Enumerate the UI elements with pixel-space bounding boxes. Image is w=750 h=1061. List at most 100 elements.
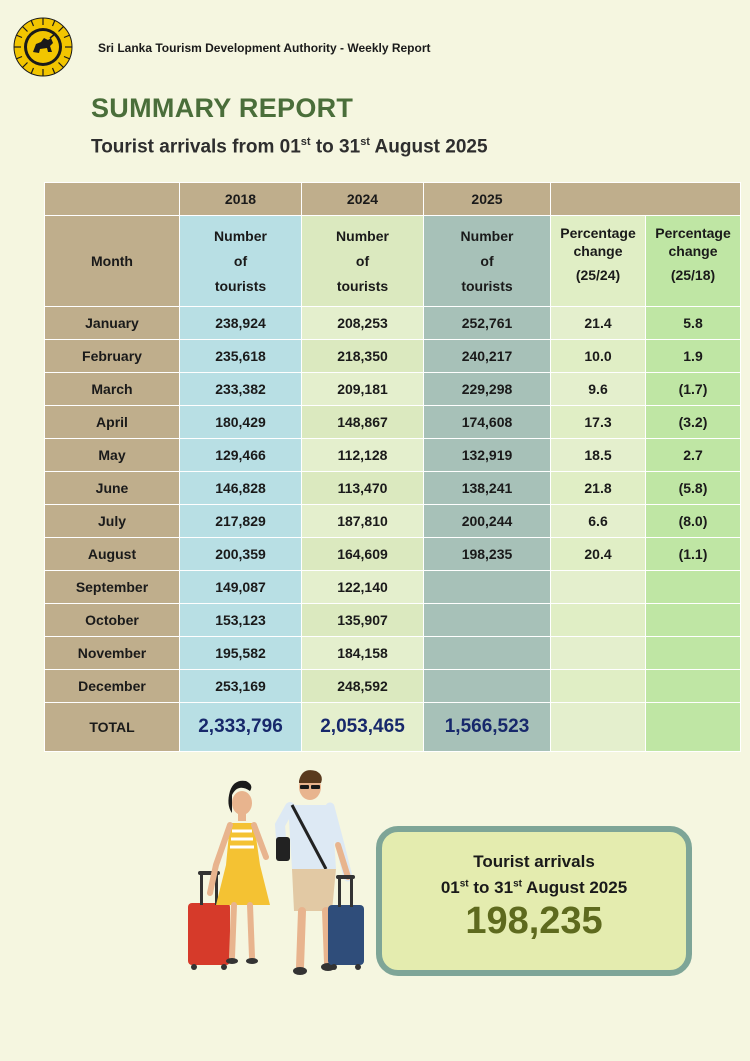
count-2024-cell: 184,158	[301, 636, 424, 670]
table-row: January 238,924 208,253 252,761 21.4 5.8	[44, 306, 741, 340]
table-row: May 129,466 112,128 132,919 18.5 2.7	[44, 438, 741, 472]
count-2024-cell: 218,350	[301, 339, 424, 373]
count-2018-cell: 149,087	[179, 570, 302, 604]
total-2018: 2,333,796	[179, 702, 302, 752]
month-cell: August	[44, 537, 180, 571]
pct-25-18-cell: 1.9	[645, 339, 741, 373]
count-2018-cell: 129,466	[179, 438, 302, 472]
header-blank	[44, 182, 180, 216]
total-2025-value: 1,566,523	[444, 716, 530, 737]
month-cell: June	[44, 471, 180, 505]
table-row: March 233,382 209,181 229,298 9.6 (1.7)	[44, 372, 741, 406]
total-2024: 2,053,465	[301, 702, 424, 752]
summary-period: 01st to 31st August 2025	[440, 878, 628, 897]
count-2018-cell: 253,169	[179, 669, 302, 703]
count-2018-cell: 153,123	[179, 603, 302, 637]
count-header-2024: Number of tourists	[301, 215, 424, 307]
pct-25-18-cell	[645, 603, 741, 637]
count-2024-cell: 208,253	[301, 306, 424, 340]
total-2025: 1,566,523	[423, 702, 551, 752]
pct-25-24-cell: 9.6	[550, 372, 646, 406]
pct-25-24-cell	[550, 603, 646, 637]
pct-25-18-cell: (3.2)	[645, 405, 741, 439]
month-cell: December	[44, 669, 180, 703]
pct-25-18-cell: 2.7	[645, 438, 741, 472]
table-row: October 153,123 135,907	[44, 603, 741, 637]
count-2024-cell: 248,592	[301, 669, 424, 703]
year-header-2025: 2025	[423, 182, 551, 216]
pct-25-24-cell: 10.0	[550, 339, 646, 373]
total-pct-25-24	[550, 702, 646, 752]
page-subtitle: Tourist arrivals from 01st to 31st Augus…	[91, 136, 488, 158]
month-cell: May	[44, 438, 180, 472]
count-2024-cell: 122,140	[301, 570, 424, 604]
arrivals-summary-box: Tourist arrivals 01st to 31st August 202…	[376, 826, 692, 976]
count-2025-cell: 198,235	[423, 537, 551, 571]
total-label: TOTAL	[44, 702, 180, 752]
count-2018-cell: 238,924	[179, 306, 302, 340]
count-2018-cell: 233,382	[179, 372, 302, 406]
pct-header-25-24: Percentage change (25/24)	[550, 215, 646, 307]
pct-25-24-cell	[550, 669, 646, 703]
month-cell: April	[44, 405, 180, 439]
count-2018-cell: 146,828	[179, 471, 302, 505]
arrivals-table: 2018 2024 2025 Month Number of tourists Nu…	[44, 182, 741, 752]
table-row: December 253,169 248,592	[44, 669, 741, 703]
total-row: TOTAL 2,333,796 2,053,465 1,566,523	[44, 702, 741, 752]
pct-25-24-cell: 21.4	[550, 306, 646, 340]
table-row: July 217,829 187,810 200,244 6.6 (8.0)	[44, 504, 741, 538]
total-label-value: TOTAL	[89, 719, 135, 735]
count-2024-cell: 164,609	[301, 537, 424, 571]
pct-header-25-18: Percentage change (25/18)	[645, 215, 741, 307]
pct-25-18-cell: (1.7)	[645, 372, 741, 406]
sltda-logo	[13, 17, 73, 77]
organization-line: Sri Lanka Tourism Development Authority …	[98, 41, 431, 55]
pct-25-18-cell	[645, 570, 741, 604]
table-row: September 149,087 122,140	[44, 570, 741, 604]
count-2024-cell: 187,810	[301, 504, 424, 538]
table-row: June 146,828 113,470 138,241 21.8 (5.8)	[44, 471, 741, 505]
month-cell: February	[44, 339, 180, 373]
month-cell: January	[44, 306, 180, 340]
total-2018-value: 2,333,796	[198, 716, 283, 737]
year-header-2024: 2024	[301, 182, 424, 216]
total-2024-value: 2,053,465	[320, 716, 405, 737]
count-2024-cell: 135,907	[301, 603, 424, 637]
pct-25-24-cell	[550, 636, 646, 670]
pct-25-24-cell: 18.5	[550, 438, 646, 472]
count-2024-cell: 209,181	[301, 372, 424, 406]
count-2018-cell: 200,359	[179, 537, 302, 571]
count-2025-cell	[423, 636, 551, 670]
count-header-2025: Number of tourists	[423, 215, 551, 307]
count-2024-cell: 112,128	[301, 438, 424, 472]
count-2025-cell: 174,608	[423, 405, 551, 439]
total-pct-25-18	[645, 702, 741, 752]
month-cell: November	[44, 636, 180, 670]
count-2025-cell	[423, 669, 551, 703]
month-cell: July	[44, 504, 180, 538]
count-2025-cell: 229,298	[423, 372, 551, 406]
pct-25-18-cell	[645, 636, 741, 670]
table-row: April 180,429 148,867 174,608 17.3 (3.2)	[44, 405, 741, 439]
count-2018-cell: 235,618	[179, 339, 302, 373]
count-2018-cell: 217,829	[179, 504, 302, 538]
page-title: SUMMARY REPORT	[91, 93, 354, 123]
count-2025-cell: 252,761	[423, 306, 551, 340]
count-2025-cell: 138,241	[423, 471, 551, 505]
count-2024-cell: 148,867	[301, 405, 424, 439]
count-2025-cell: 200,244	[423, 504, 551, 538]
pct-25-18-cell: (1.1)	[645, 537, 741, 571]
travelers-illustration	[188, 770, 364, 975]
count-2025-cell	[423, 570, 551, 604]
pct-25-18-cell: (5.8)	[645, 471, 741, 505]
count-2018-cell: 195,582	[179, 636, 302, 670]
pct-25-18-cell	[645, 669, 741, 703]
month-header: Month	[44, 215, 180, 307]
count-2025-cell: 240,217	[423, 339, 551, 373]
pct-25-18-cell: 5.8	[645, 306, 741, 340]
pct-25-24-cell: 17.3	[550, 405, 646, 439]
table-row: February 235,618 218,350 240,217 10.0 1.9	[44, 339, 741, 373]
pct-25-24-cell	[550, 570, 646, 604]
summary-label: Tourist arrivals	[473, 852, 595, 871]
summary-value: 198,235	[465, 900, 603, 942]
